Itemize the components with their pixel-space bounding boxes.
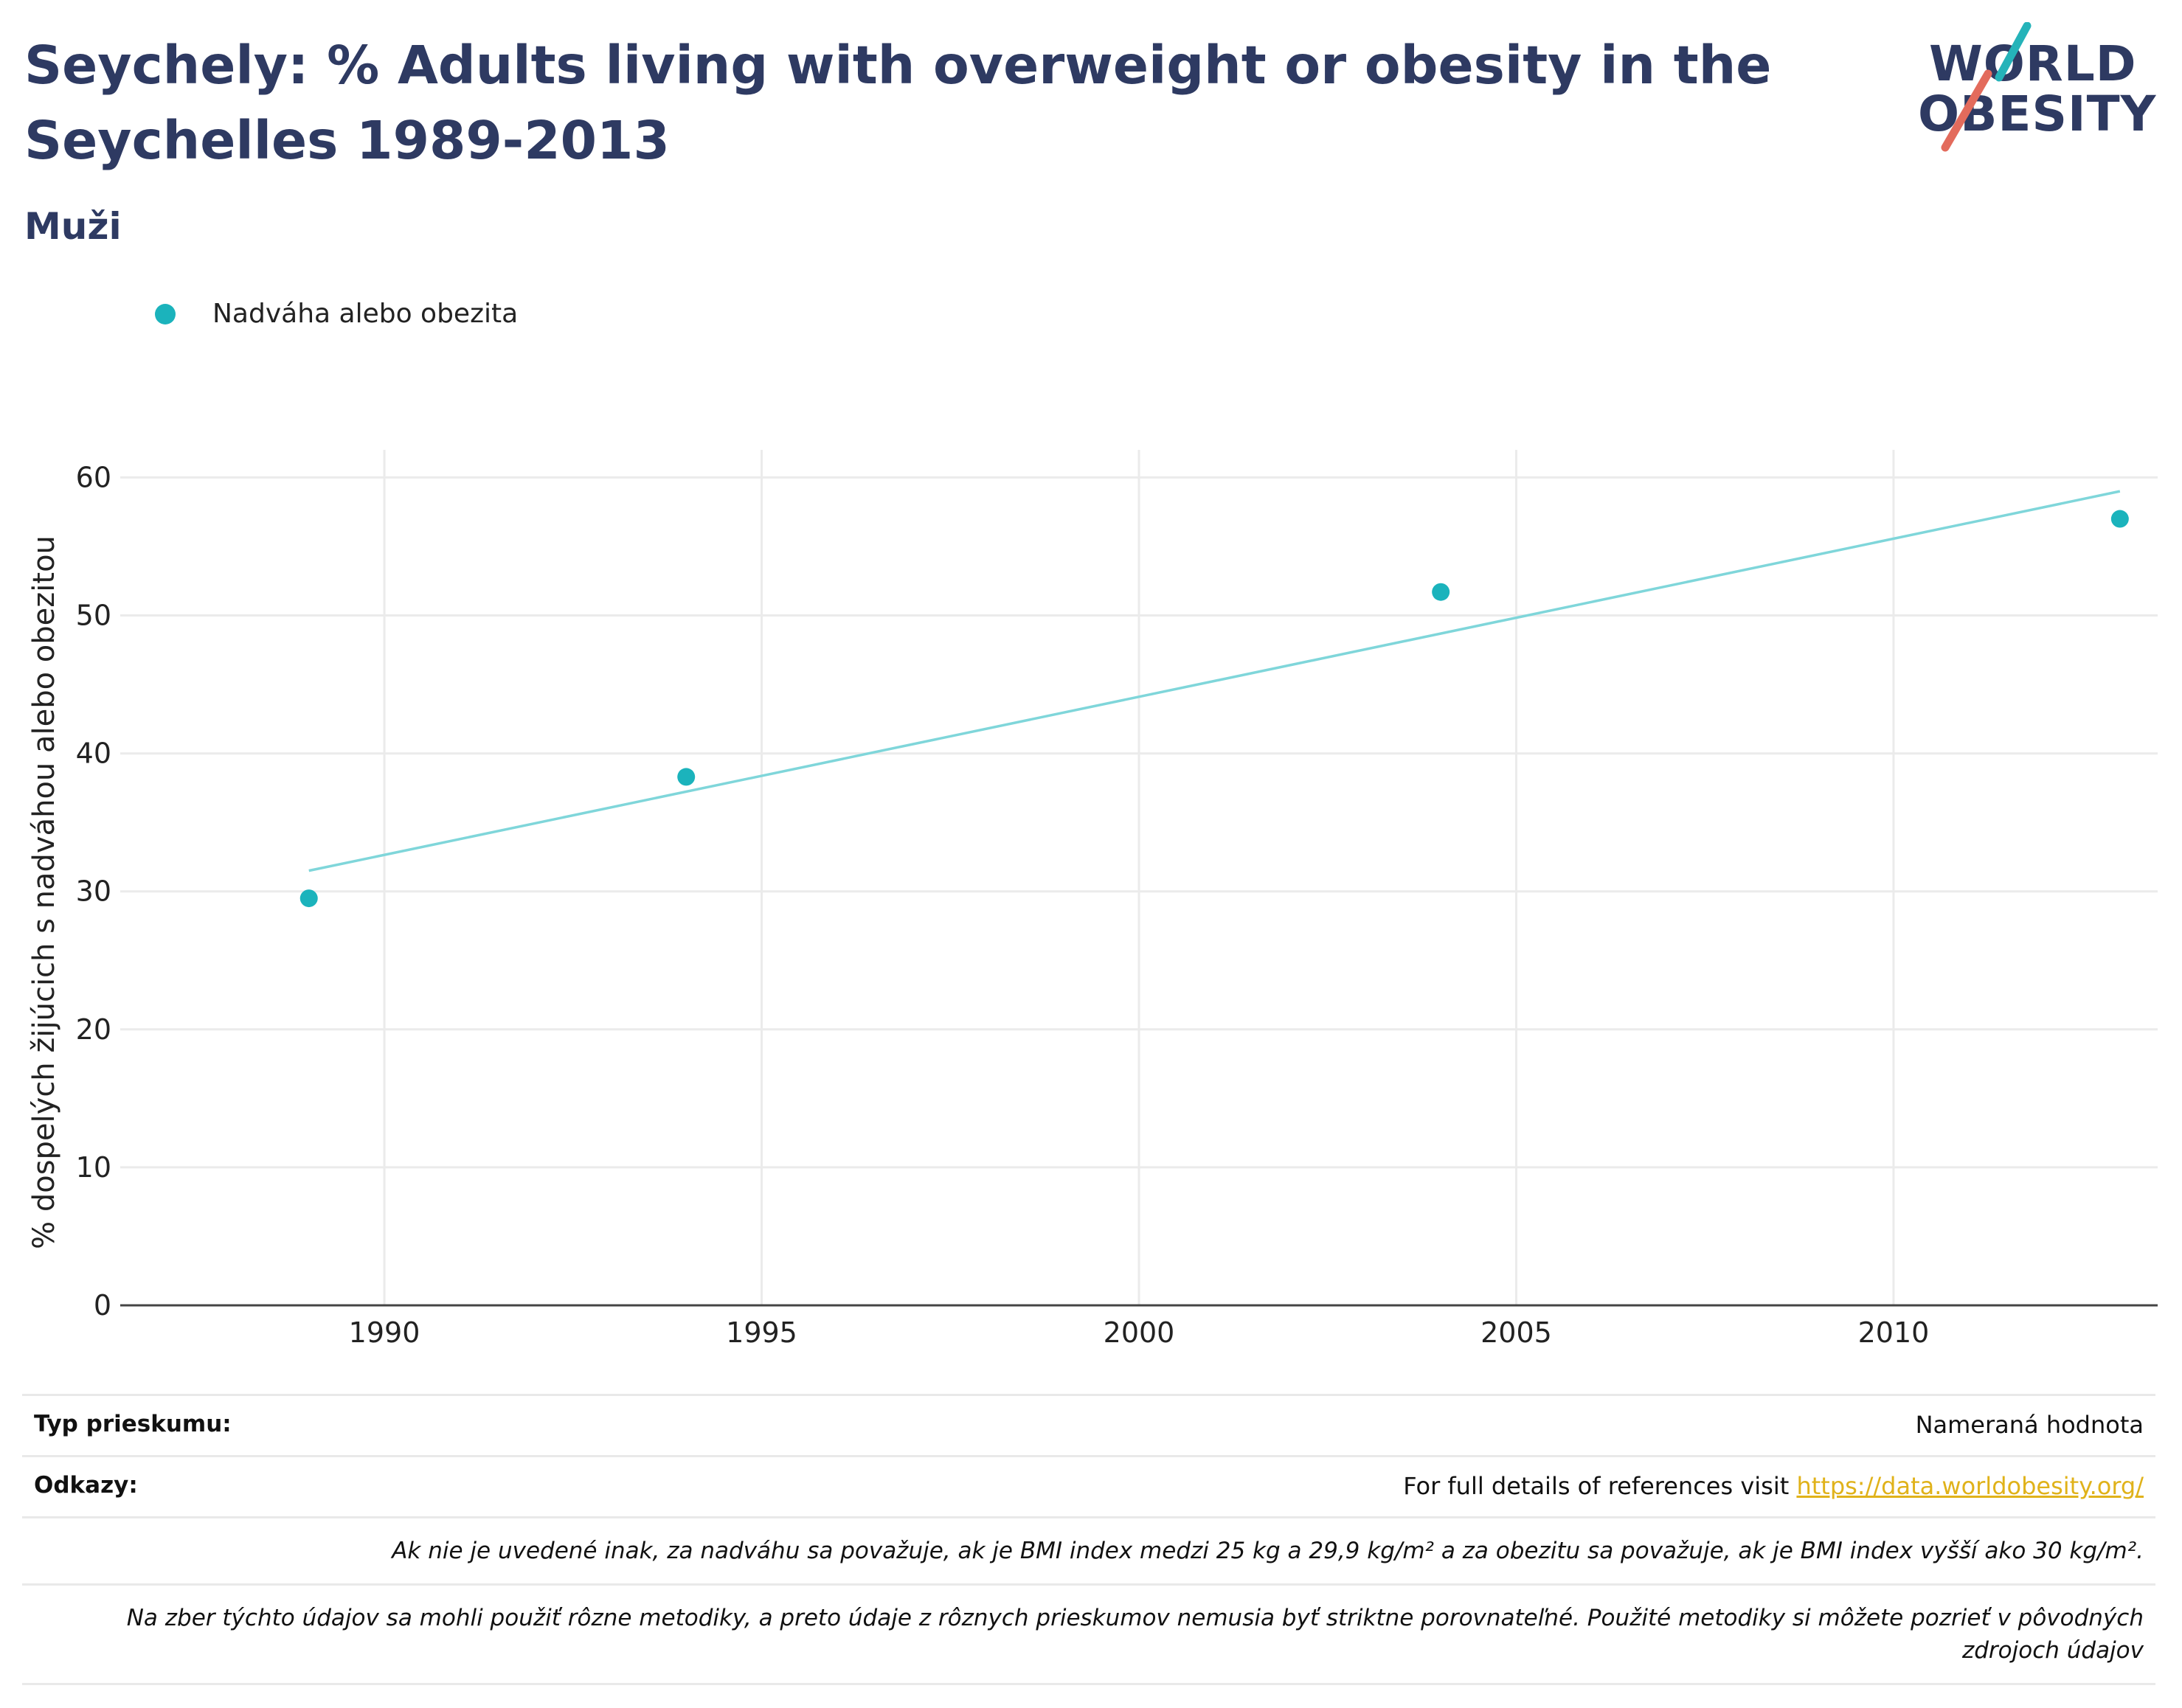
data-point xyxy=(677,768,696,786)
survey-type-label: Typ prieskumu: xyxy=(34,1411,232,1437)
data-point xyxy=(1432,583,1450,601)
bmi-note: Ak nie je uvedené inak, za nadváhu sa po… xyxy=(392,1538,2144,1564)
legend-label: Nadváha alebo obezita xyxy=(212,299,519,329)
info-table: Typ prieskumu: Nameraná hodnota Odkazy: … xyxy=(22,1394,2155,1685)
y-tick-label: 40 xyxy=(76,737,111,770)
methods-note: Na zber týchto údajov sa mohli použiť rô… xyxy=(126,1605,2144,1664)
y-tick-label: 20 xyxy=(76,1013,111,1046)
x-tick-label: 2000 xyxy=(1104,1316,1175,1349)
y-tick-label: 50 xyxy=(76,600,111,632)
x-tick-label: 1990 xyxy=(349,1316,420,1349)
chart-plot: 0 10 20 30 40 50 60 1990 1995 2000 2005 2010 % dosp… xyxy=(27,450,2158,1349)
y-tick-label: 60 xyxy=(76,461,111,493)
trend-line xyxy=(308,490,2121,872)
x-tick-label: 2005 xyxy=(1480,1316,1552,1349)
legend-marker xyxy=(155,304,176,324)
x-tick-label: 1995 xyxy=(726,1316,797,1349)
logo-text-world: WORLD xyxy=(1929,35,2137,92)
logo-slash-top xyxy=(1995,22,2032,82)
references-label: Odkazy: xyxy=(34,1472,138,1499)
references-row: Odkazy: For full details of references v… xyxy=(22,1455,2155,1516)
bmi-note-row: Ak nie je uvedené inak, za nadváhu sa po… xyxy=(22,1516,2155,1583)
y-tick-label: 0 xyxy=(94,1289,111,1322)
logo-slash-icon xyxy=(1941,22,2032,152)
axis-ticks: 0 10 20 30 40 50 60 1990 1995 2000 2005 2010 xyxy=(76,461,1930,1349)
chart-title: Seychely: % Adults living with overweigh… xyxy=(24,35,1772,171)
references-link[interactable]: https://data.worldobesity.org/ xyxy=(1796,1472,2144,1500)
methods-note-row: Na zber týchto údajov sa mohli použiť rô… xyxy=(22,1583,2155,1685)
survey-type-value: Nameraná hodnota xyxy=(1915,1411,2144,1439)
data-point xyxy=(2110,510,2129,528)
y-axis-title: % dospelých žijúcich s nadváhou alebo ob… xyxy=(27,535,61,1249)
chart-subtitle: Muži xyxy=(24,205,122,248)
references-value: For full details of references visit htt… xyxy=(1403,1472,2144,1500)
data-marks xyxy=(299,490,2129,908)
data-point xyxy=(299,889,318,908)
survey-type-row: Typ prieskumu: Nameraná hodnota xyxy=(22,1394,2155,1455)
grid-lines xyxy=(120,450,2158,1305)
y-tick-label: 10 xyxy=(76,1151,111,1184)
logo-slash-bottom xyxy=(1941,69,1992,152)
x-tick-label: 2010 xyxy=(1858,1316,1930,1349)
references-text: For full details of references visit xyxy=(1403,1472,1797,1500)
y-tick-label: 30 xyxy=(76,875,111,908)
world-obesity-logo: WORLD OBESITY xyxy=(1918,22,2169,162)
